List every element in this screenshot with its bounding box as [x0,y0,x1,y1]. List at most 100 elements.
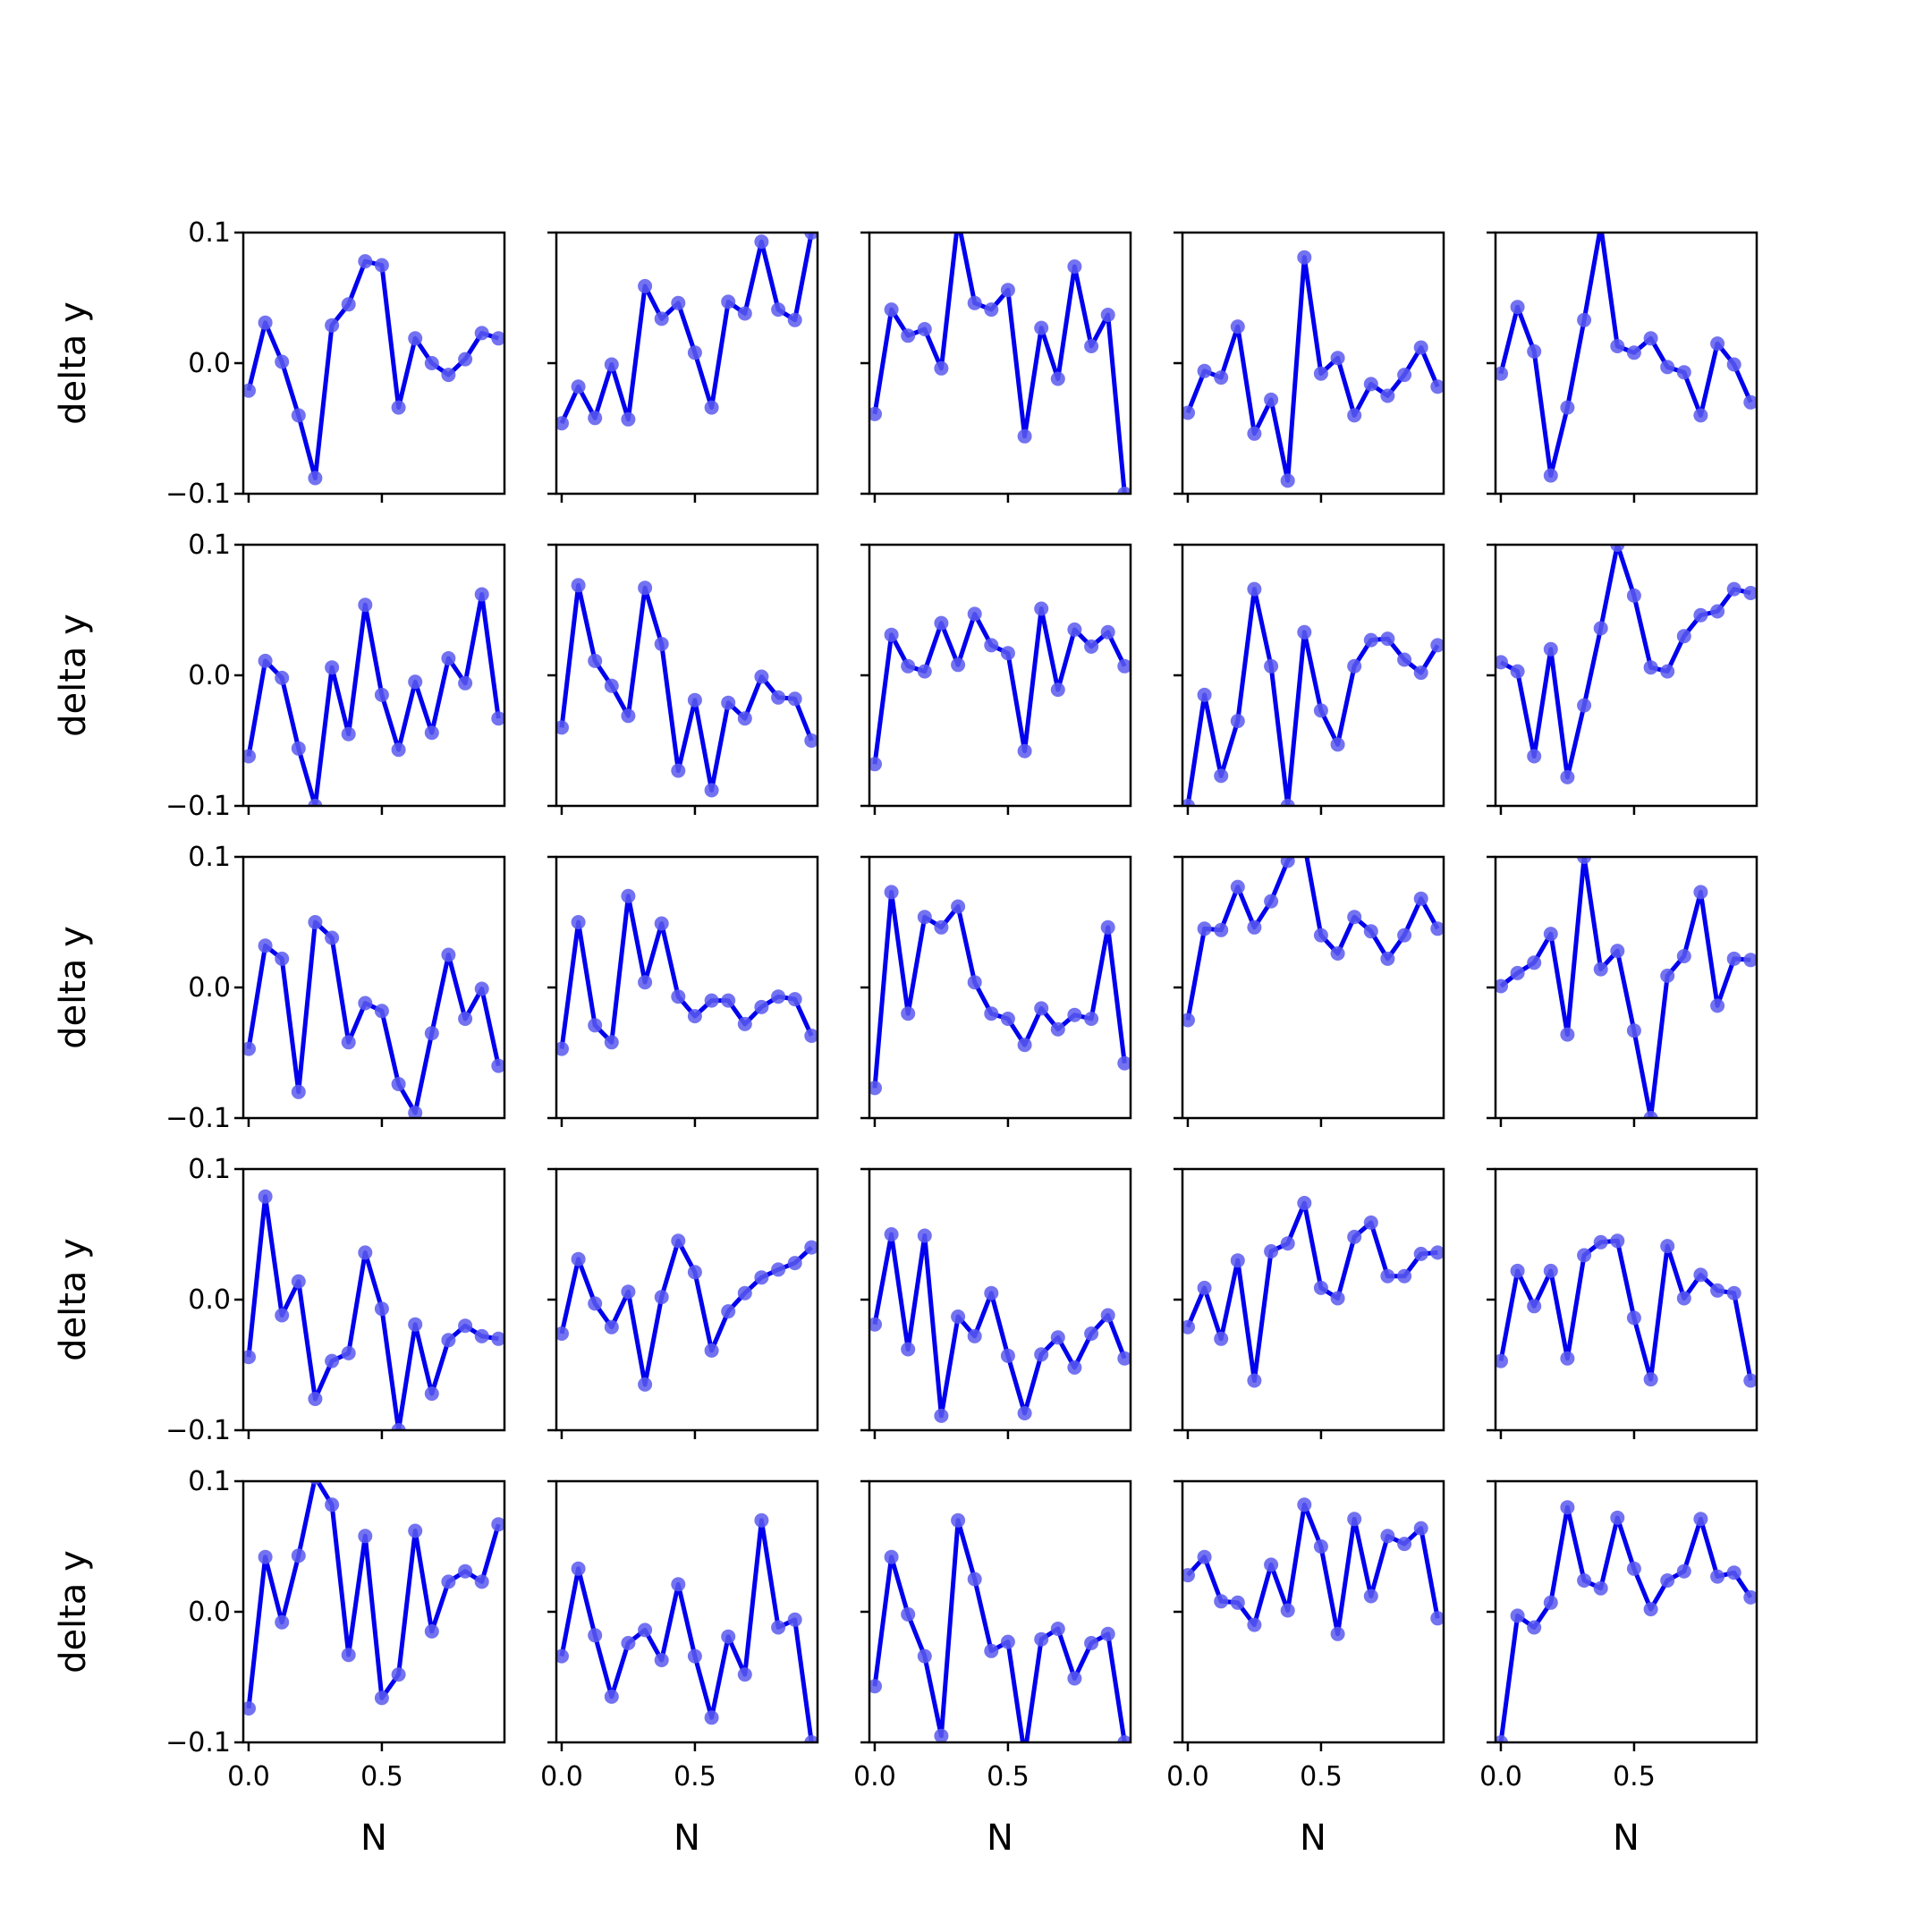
plot-area [1182,1196,1444,1388]
data-point-10 [408,674,423,690]
series-line [872,606,1127,765]
series-line [559,894,814,1049]
data-point-11 [1363,924,1378,939]
plot-area [1182,581,1444,806]
data-point-3 [1230,1253,1245,1268]
data-point-2 [1214,768,1229,784]
data-point-8 [1000,1348,1015,1363]
data-point-4 [934,1408,949,1423]
data-point-3 [1230,879,1245,894]
data-point-3 [291,1274,306,1289]
data-point-3 [291,408,306,423]
data-point-2 [275,670,290,685]
data-point-9 [704,783,719,798]
data-point-11 [1363,1215,1378,1230]
data-point-0 [869,757,882,772]
data-point-8 [1313,1539,1328,1554]
data-point-1 [884,1227,899,1241]
data-point-15 [804,233,818,240]
data-point-2 [1527,1620,1542,1635]
series-line [1498,233,1753,479]
series-line [246,1194,499,1430]
data-point-1 [1510,1608,1525,1623]
plot-area [869,233,1131,494]
data-point-2 [275,1308,290,1323]
data-point-2 [275,951,290,966]
data-point-0 [1496,366,1508,381]
data-point-1 [571,1251,586,1267]
series-line [1185,255,1440,483]
data-point-12 [1067,1671,1082,1686]
data-point-7 [671,295,686,310]
data-point-11 [424,1026,439,1041]
data-point-7 [671,763,686,778]
x-tick-label: 0.0 [1479,1761,1522,1792]
panel-r1-c1: −0.1 0.0 0.1 delta y [53,217,506,510]
data-point-6 [1593,962,1608,977]
data-point-10 [1347,1512,1362,1527]
data-point-11 [1676,1563,1691,1579]
data-point-4 [1247,919,1262,935]
data-point-6 [1280,857,1295,869]
plot-area [243,254,504,486]
data-point-4 [934,919,949,935]
data-point-11 [1050,371,1065,386]
data-point-3 [917,1228,932,1243]
data-point-0 [556,1326,569,1341]
data-point-13 [771,1262,786,1277]
data-point-0 [869,1317,882,1332]
data-point-15 [804,1029,818,1043]
data-point-8 [1626,1561,1641,1576]
x-tick-label: 0.5 [1613,1761,1656,1792]
series-line [872,233,1127,494]
panel-r2-c1: −0.1 0.0 0.1 delta y [53,530,506,822]
data-point-12 [754,1270,769,1285]
data-point-12 [1067,259,1082,274]
data-point-3 [917,322,932,336]
data-point-15 [1743,394,1757,410]
data-point-0 [869,406,882,421]
series-line [1499,545,1751,780]
x-tick-label: 0.0 [853,1761,896,1792]
data-point-15 [491,1517,504,1532]
data-point-15 [1117,1351,1131,1366]
data-point-14 [1726,581,1741,597]
data-point-14 [1726,1285,1741,1301]
data-point-0 [1182,405,1195,420]
data-point-4 [621,1636,636,1650]
data-point-9 [1330,1626,1345,1641]
data-point-3 [1230,714,1245,729]
data-point-2 [901,1006,916,1021]
data-point-11 [737,1016,752,1031]
data-point-11 [1676,629,1691,644]
data-point-5 [325,660,340,675]
panel-r4-c4 [1174,1167,1445,1439]
x-axis-label: N [1613,1818,1640,1859]
data-point-8 [374,1301,389,1317]
series-line [559,233,814,425]
data-point-9 [1330,737,1345,752]
data-point-5 [1264,1244,1279,1258]
data-point-10 [1347,910,1362,925]
data-point-10 [1660,1239,1675,1254]
data-point-1 [571,1561,586,1576]
data-point-8 [1313,366,1328,381]
data-point-6 [1593,1580,1608,1596]
data-point-8 [687,1009,702,1024]
series-line [872,1232,1127,1419]
panel-r3-c3 [860,855,1132,1127]
data-point-15 [1743,953,1757,968]
data-point-12 [441,947,456,962]
series-line [246,1481,501,1709]
data-point-1 [1510,300,1525,315]
data-point-5 [1264,1557,1279,1572]
data-point-5 [1577,857,1592,864]
data-point-14 [1100,308,1115,322]
data-point-13 [771,302,786,318]
data-point-6 [654,916,669,931]
data-point-14 [787,312,802,327]
plot-area [1496,233,1757,483]
data-point-13 [1710,1569,1725,1584]
